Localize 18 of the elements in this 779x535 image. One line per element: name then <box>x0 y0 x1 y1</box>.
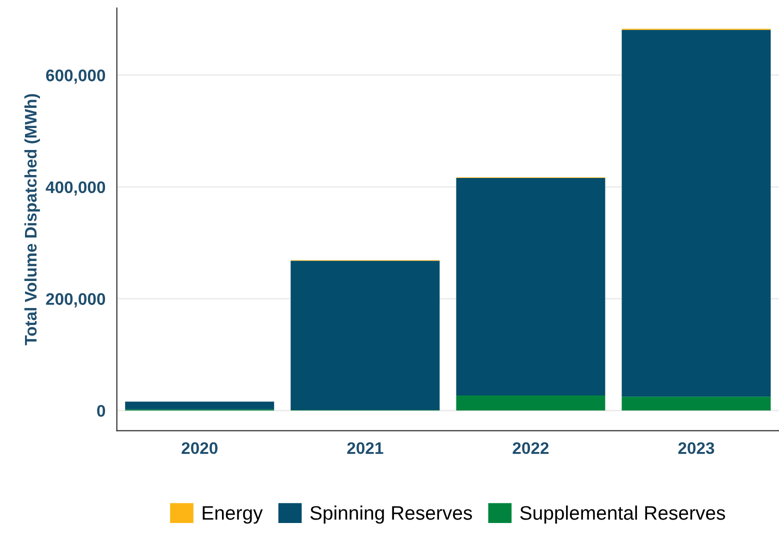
y-axis-title: Total Volume Dispatched (MWh) <box>24 94 40 346</box>
x-tick-label: 2022 <box>512 442 549 454</box>
x-tick-label: 2023 <box>678 442 714 454</box>
bar <box>456 178 606 396</box>
bar <box>456 395 606 411</box>
y-tick-label: 400,000 <box>46 181 106 196</box>
legend-label: Energy <box>202 506 263 524</box>
y-tick-label: 0 <box>97 404 106 417</box>
x-tick-label: 2020 <box>182 442 218 454</box>
legend-label: Spinning Reserves <box>310 506 472 524</box>
bar <box>290 260 440 410</box>
y-tick-label: 600,000 <box>46 70 106 84</box>
bar <box>622 30 771 397</box>
legend-label: Supplemental Reserves <box>520 506 726 524</box>
bar <box>622 396 771 411</box>
bar <box>125 402 274 410</box>
y-tick-label: 200,000 <box>46 293 106 308</box>
x-tick-label: 2021 <box>347 442 384 454</box>
